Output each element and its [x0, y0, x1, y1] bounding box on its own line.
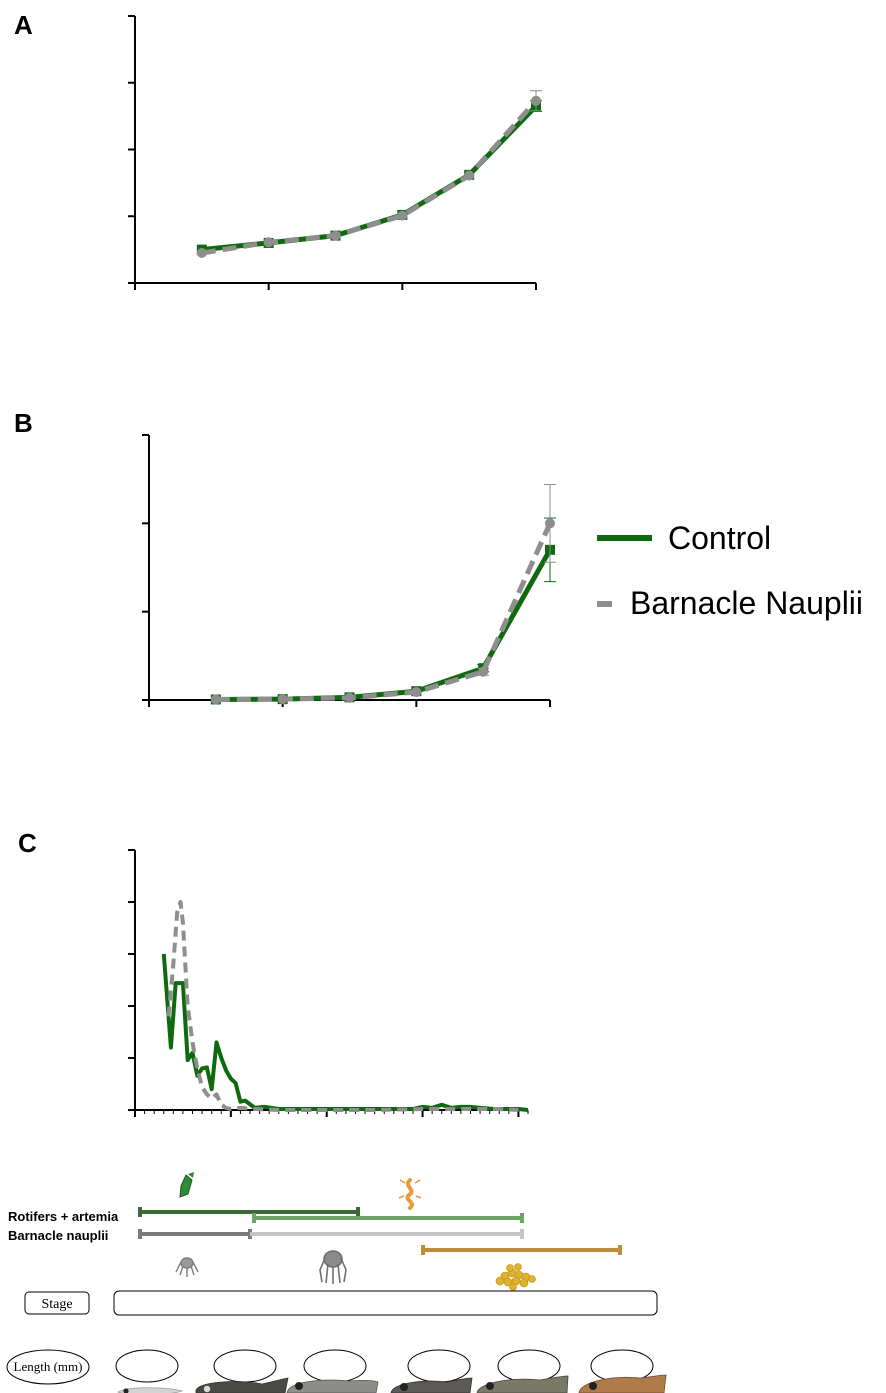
nauplius-large-icon [319, 1250, 347, 1284]
series-line-nauplii-c [166, 900, 519, 1112]
data-point-nauplii-a [464, 170, 475, 181]
panel-letter-c: C [18, 828, 37, 858]
series-line-control-c [161, 953, 529, 1112]
panel-letter-b: B [14, 408, 33, 438]
length-oval-4 [407, 1349, 471, 1383]
stage-label: Stage [41, 1297, 72, 1312]
data-point-nauplii-b [411, 687, 422, 698]
data-point-nauplii-b [344, 692, 355, 703]
larva-photo-icon [117, 1374, 667, 1393]
legend: Control Barnacle Nauplii [597, 520, 863, 621]
feeding-schedule: Rotifers + artemia Barnacle nauplii [6, 1172, 667, 1393]
series-line-nauplii-b [215, 522, 553, 702]
series-line-nauplii-a [201, 99, 538, 256]
larva-stage-6 [578, 1374, 667, 1393]
length-oval-3 [303, 1349, 367, 1383]
data-point-nauplii-b [478, 666, 489, 677]
rotifer-icon [179, 1172, 194, 1198]
series-line-control-b [215, 548, 553, 702]
larva-stage-1 [117, 1387, 184, 1393]
larva-stage-3 [286, 1379, 379, 1393]
data-point-nauplii-a [263, 237, 274, 248]
barnacle-nauplii-label: Barnacle nauplii [8, 1228, 108, 1243]
data-point-nauplii-b [545, 518, 555, 529]
length-oval-1 [115, 1349, 179, 1383]
chart-a-sl [128, 15, 542, 290]
rotifers-artemia-label: Rotifers + artemia [8, 1209, 119, 1224]
larva-stage-5 [476, 1375, 569, 1393]
data-point-nauplii-a [531, 95, 541, 106]
nauplius-icon [175, 1257, 199, 1277]
length-label-oval [6, 1349, 90, 1385]
length-ovals [115, 1349, 654, 1383]
legend-control-label: Control [668, 520, 771, 556]
panel-letter-a: A [14, 10, 33, 40]
cyprid-cluster-icon [495, 1263, 536, 1291]
artemia-icon [398, 1178, 422, 1210]
chart-b-dry-weight [142, 434, 556, 707]
data-point-nauplii-a [330, 230, 341, 241]
legend-nauplii-label: Barnacle Nauplii [630, 585, 863, 621]
length-oval-5 [497, 1349, 561, 1383]
chart-c-mortality [128, 849, 529, 1117]
larva-stage-4 [390, 1377, 473, 1393]
larva-stage-2 [195, 1377, 289, 1393]
data-point-nauplii-a [397, 210, 408, 221]
data-point-nauplii-a [196, 247, 207, 258]
data-point-nauplii-b [277, 694, 288, 705]
data-point-nauplii-b [210, 694, 221, 705]
stage-label-box [24, 1291, 90, 1315]
length-oval-2 [213, 1349, 277, 1383]
stage-box [113, 1290, 658, 1316]
length-label: Length (mm) [14, 1359, 83, 1374]
